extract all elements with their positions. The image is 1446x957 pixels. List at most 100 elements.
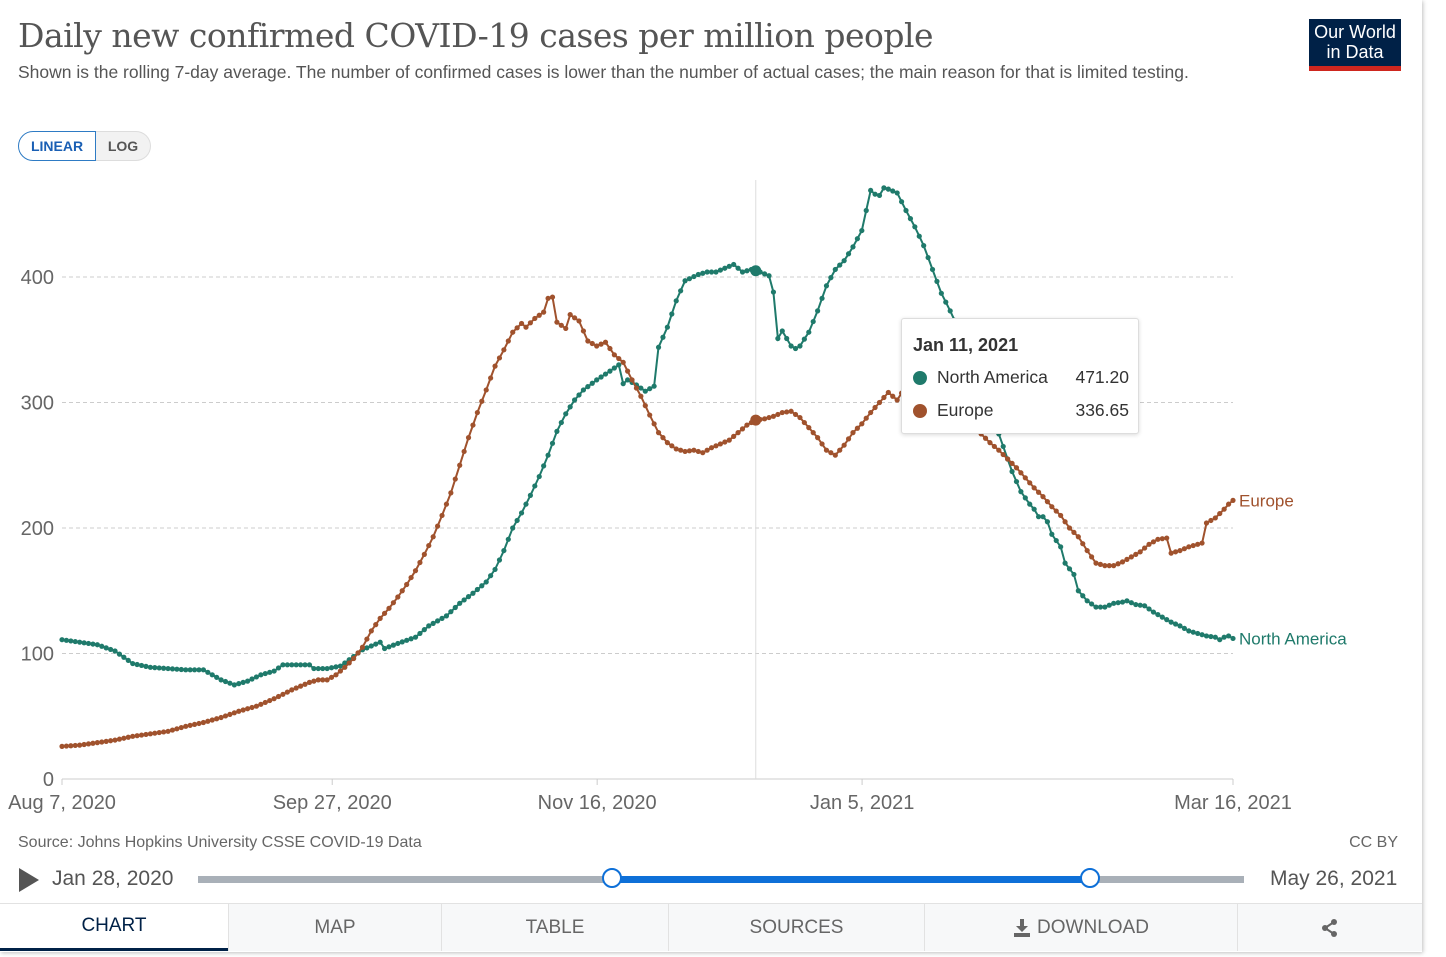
- data-point: [430, 534, 436, 540]
- scale-toggle: LINEAR LOG: [18, 131, 151, 161]
- x-tick-label: Sep 27, 2020: [273, 792, 392, 814]
- tab-chart[interactable]: CHART: [0, 904, 228, 951]
- linear-scale-button[interactable]: LINEAR: [18, 131, 96, 161]
- data-point: [638, 385, 644, 391]
- data-point: [479, 583, 485, 589]
- timeline-start-handle[interactable]: [602, 868, 623, 888]
- data-point: [686, 448, 693, 454]
- data-point: [563, 411, 569, 417]
- data-point: [567, 312, 573, 318]
- data-point: [417, 630, 423, 637]
- data-point: [125, 734, 131, 740]
- data-point: [1027, 501, 1033, 507]
- data-point: [68, 743, 74, 749]
- data-point: [1146, 606, 1152, 612]
- timeline-end-handle[interactable]: [1080, 868, 1101, 888]
- data-point: [1133, 601, 1139, 608]
- data-point: [876, 192, 883, 199]
- data-point: [938, 290, 944, 296]
- data-point: [664, 324, 670, 330]
- data-point: [611, 365, 617, 371]
- data-point: [1022, 475, 1028, 481]
- data-point: [545, 452, 551, 458]
- data-point: [457, 462, 463, 468]
- data-point: [598, 341, 604, 347]
- data-point: [518, 320, 525, 327]
- data-point: [218, 714, 224, 721]
- data-point: [580, 328, 587, 334]
- timeline-selected-range[interactable]: [612, 876, 1091, 883]
- data-point: [108, 738, 114, 744]
- data-point: [510, 329, 516, 335]
- data-point: [227, 711, 233, 717]
- data-point: [837, 447, 843, 453]
- data-point: [262, 699, 268, 706]
- source-note[interactable]: Source: Johns Hopkins University CSSE CO…: [18, 834, 422, 851]
- data-point: [328, 674, 335, 680]
- data-point: [1044, 499, 1051, 505]
- data-point: [183, 723, 189, 729]
- line-chart[interactable]: 0 100 200 300 400 Aug 7, 2020 Sep 27, 2020 Nov…: [0, 170, 1422, 820]
- data-point: [841, 442, 847, 448]
- license-link[interactable]: CC BY: [1349, 834, 1398, 851]
- data-point: [488, 573, 494, 579]
- play-icon[interactable]: [19, 868, 39, 892]
- tab-download[interactable]: DOWNLOAD: [924, 904, 1237, 951]
- owid-logo[interactable]: Our World in Data: [1309, 19, 1401, 71]
- tab-map[interactable]: MAP: [228, 904, 441, 951]
- data-point: [903, 207, 909, 214]
- data-point: [850, 244, 856, 250]
- data-point: [138, 662, 145, 669]
- data-point: [112, 737, 118, 743]
- y-axis-ticks: 0 100 200 300 400: [21, 267, 54, 791]
- data-point: [660, 334, 666, 340]
- data-point: [792, 345, 799, 352]
- share-icon: [1322, 918, 1337, 937]
- log-scale-button[interactable]: LOG: [96, 131, 151, 161]
- data-point: [1080, 541, 1086, 547]
- data-point: [505, 338, 511, 344]
- data-point: [63, 637, 70, 643]
- data-point: [594, 377, 600, 383]
- tooltip-row-europe: Europe 336.65: [913, 400, 1129, 421]
- data-point: [156, 665, 162, 671]
- data-point: [1062, 519, 1068, 525]
- data-point: [311, 678, 317, 684]
- data-point: [253, 703, 260, 709]
- data-point: [801, 419, 807, 426]
- data-point: [669, 311, 675, 317]
- data-point: [351, 655, 357, 662]
- data-point: [682, 448, 688, 455]
- data-point: [912, 224, 918, 230]
- data-point: [788, 343, 794, 349]
- tab-sources[interactable]: SOURCES: [668, 904, 924, 951]
- data-point: [501, 547, 507, 554]
- data-point: [589, 340, 595, 347]
- tab-table[interactable]: TABLE: [441, 904, 668, 951]
- data-point: [686, 276, 693, 282]
- data-point: [1009, 460, 1015, 466]
- data-point: [660, 435, 666, 441]
- tab-share[interactable]: [1237, 904, 1422, 951]
- data-point: [505, 536, 511, 542]
- data-point: [1124, 556, 1130, 562]
- data-point: [395, 594, 401, 600]
- data-point: [121, 654, 127, 660]
- data-point: [267, 697, 273, 704]
- data-point: [1058, 512, 1064, 519]
- data-point: [1009, 468, 1015, 475]
- data-point: [94, 740, 100, 746]
- data-point: [359, 644, 366, 650]
- data-point: [651, 421, 657, 427]
- data-point: [700, 450, 706, 456]
- data-point: [262, 670, 268, 677]
- data-point: [306, 679, 313, 685]
- data-point: [885, 389, 891, 396]
- data-point: [1137, 602, 1143, 608]
- data-point: [642, 403, 648, 409]
- data-point: [991, 443, 997, 450]
- data-point: [907, 216, 914, 222]
- data-point: [421, 627, 427, 633]
- tooltip-series-name: Europe: [937, 400, 994, 420]
- data-point: [275, 665, 282, 671]
